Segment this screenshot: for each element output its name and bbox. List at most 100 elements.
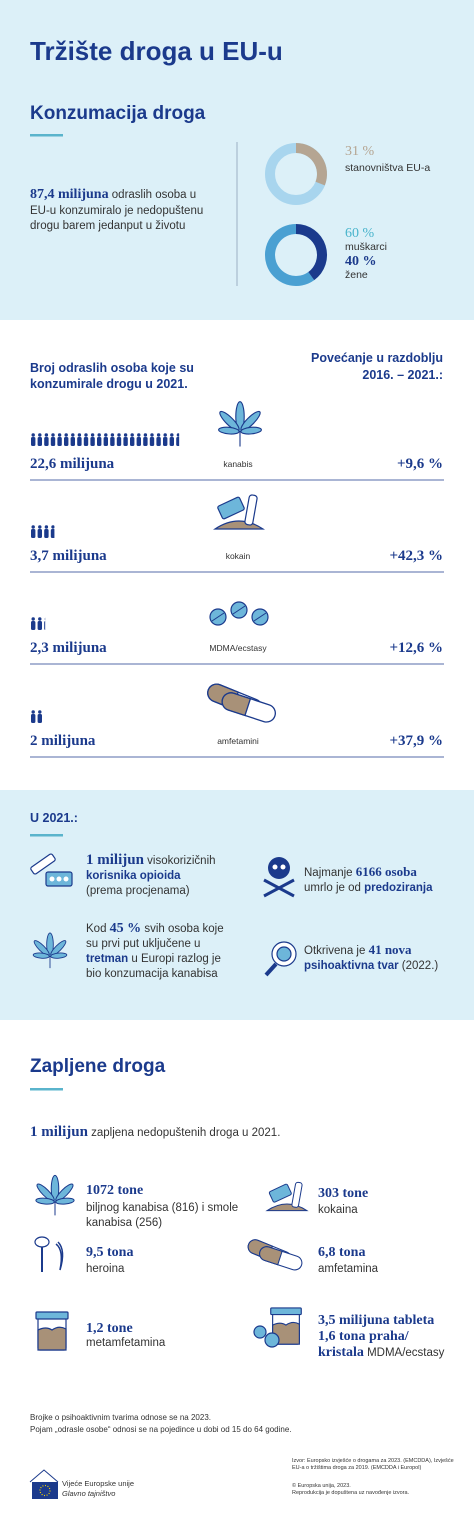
amphetamine-icon	[245, 1237, 305, 1272]
person-body	[83, 437, 89, 446]
source: EU-a o tržištima droga za 2019. (EMCDDA …	[292, 1465, 421, 1471]
person-body	[149, 437, 155, 446]
person-head	[31, 617, 35, 621]
cocaine-icon	[266, 1181, 308, 1212]
person-body	[37, 529, 42, 538]
fact-text: psihoaktivna tvar (2022.)	[304, 960, 438, 972]
seizure-text: kristala MDMA/ecstasy	[318, 1345, 445, 1360]
title-underline	[30, 1088, 63, 1091]
donut-segment	[265, 224, 315, 286]
person-head	[117, 433, 121, 437]
person-body	[169, 437, 174, 446]
person-head	[84, 433, 88, 437]
person-body	[31, 529, 36, 538]
mdma-icon	[209, 601, 269, 626]
intro-text: 87,4 milijuna odraslih osoba u	[30, 187, 196, 202]
intro-line: drogu barem jedanput u životu	[30, 220, 185, 232]
person-icons	[31, 525, 55, 538]
seizure-text: kokaina	[318, 1204, 358, 1216]
facts-background	[0, 790, 474, 1020]
donut-caption: muškarci	[345, 241, 387, 253]
person-head	[110, 433, 115, 437]
person-head	[163, 433, 167, 437]
seizures-number: 1 milijun	[30, 1124, 89, 1140]
seizure-text: amfetamina	[318, 1263, 379, 1275]
fact-text: Otkrivena je 41 nova	[304, 942, 412, 957]
user-count: 3,7 milijuna	[30, 548, 107, 564]
cannabis-icon	[34, 1174, 76, 1216]
seizure-text: kanabisa (256)	[86, 1217, 162, 1229]
person-body	[130, 437, 135, 446]
org-name: Vijeće Europske unije	[62, 1479, 134, 1488]
fact-text: svih osoba koje	[141, 923, 223, 935]
person-head	[38, 433, 42, 437]
person-body	[37, 621, 42, 630]
fact-text: tretman	[86, 953, 128, 965]
fact-text: bio konzumacija kanabisa	[86, 968, 218, 980]
drug-name: MDMA/ecstasy	[209, 643, 267, 653]
donut-caption: žene	[345, 269, 368, 281]
fact-text: Kod 45 % svih osoba koje	[86, 921, 224, 936]
person-body	[44, 621, 46, 630]
person-head	[31, 433, 35, 437]
fact-text: visokorizičnih	[144, 855, 216, 867]
person-body	[176, 437, 180, 446]
fact-text: korisnika opioida	[86, 870, 181, 882]
person-body	[31, 621, 36, 630]
meth-icon	[35, 1311, 69, 1351]
person-body	[90, 437, 95, 446]
person-head	[38, 617, 42, 621]
seizure-amount: kristala	[318, 1345, 364, 1360]
amphetamine-icon	[204, 680, 279, 724]
title-underline	[30, 834, 63, 837]
magnifier-icon	[264, 941, 297, 977]
person-body	[44, 437, 49, 446]
fact-number: 1 milijun	[86, 852, 145, 868]
fact-text: tretman u Europi razlog je	[86, 953, 221, 965]
fact-text: psihoaktivna tvar	[304, 960, 399, 972]
person-head	[44, 525, 49, 529]
person-head	[156, 433, 161, 437]
seizure-amount: 1,6 tona praha/	[318, 1329, 410, 1344]
donut-segment	[295, 143, 327, 186]
mdma-seizure-icon	[253, 1307, 302, 1348]
person-head	[71, 433, 75, 437]
title-underline	[30, 134, 63, 137]
person-body	[50, 529, 55, 538]
person-head	[51, 433, 55, 437]
person-body	[163, 437, 168, 446]
person-body	[31, 714, 36, 723]
footnote: Brojke o psihoaktivnim tvarima odnose se…	[30, 1413, 211, 1422]
drug-name: kokain	[226, 551, 251, 561]
seizure-text: metamfetamina	[86, 1337, 166, 1349]
fact-text: umrlo je od predoziranja	[304, 882, 433, 894]
copyright: Reprodukcija je dopuštena uz navođenje i…	[292, 1490, 410, 1496]
fact-text: Najmanje	[304, 867, 356, 879]
donut-label: 60 %	[345, 226, 375, 241]
fact-text: umrlo je od	[304, 882, 364, 894]
fact-text: Kod	[86, 923, 110, 935]
fact-text: predoziranja	[364, 882, 433, 894]
person-body	[70, 437, 75, 446]
fact-text: 1 milijun visokorizičnih	[86, 852, 216, 868]
fact-number: 6166 osoba	[356, 864, 418, 879]
person-body	[50, 437, 56, 446]
facts-title: U 2021.:	[30, 811, 78, 825]
person-head	[31, 525, 35, 529]
user-count: 2 milijuna	[30, 733, 96, 749]
intro-number: 87,4 milijuna	[30, 187, 109, 202]
person-body	[31, 437, 36, 446]
person-head	[38, 710, 42, 714]
page-title: Tržište droga u EU-u	[30, 36, 283, 66]
person-head	[176, 433, 180, 437]
person-body	[156, 437, 161, 446]
donut-label: 40 %	[345, 254, 377, 269]
person-icons	[31, 433, 180, 446]
person-head	[38, 525, 42, 529]
user-count: 22,6 milijuna	[30, 456, 115, 472]
change: +42,3 %	[389, 548, 443, 564]
drug-name: amfetamini	[217, 736, 259, 746]
fact-text: Najmanje 6166 osoba	[304, 864, 417, 879]
fact-text: u Europi razlog je	[128, 953, 221, 965]
